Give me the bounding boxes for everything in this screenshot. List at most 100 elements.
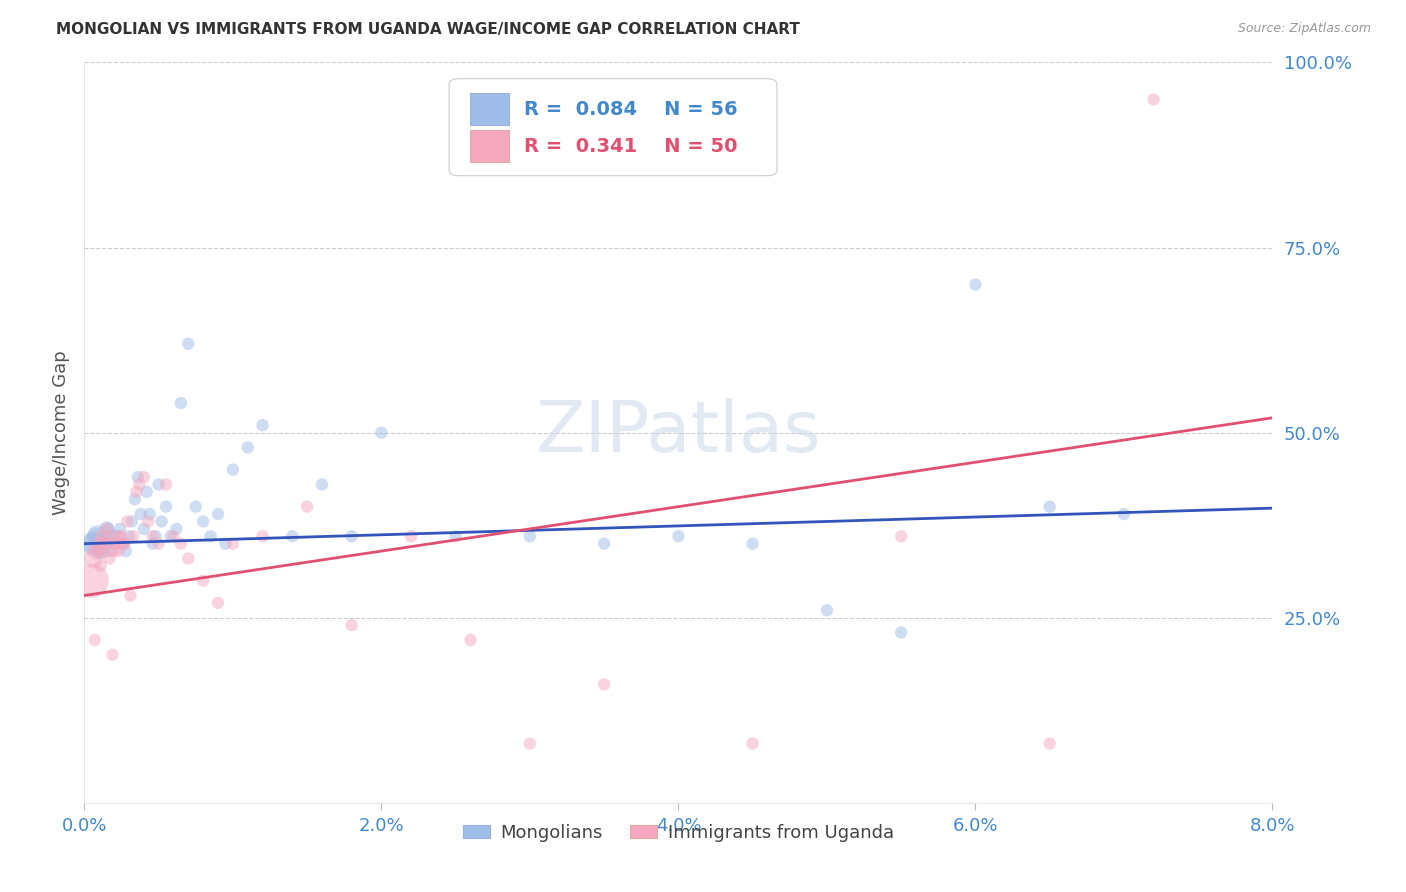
Point [82, 551, 104, 566]
Point [1143, 92, 1166, 106]
Point [107, 544, 129, 558]
Point [117, 515, 139, 529]
Point [214, 536, 236, 550]
Point [136, 515, 159, 529]
Text: R =  0.084    N = 56: R = 0.084 N = 56 [524, 100, 738, 119]
Text: ZIPatlas: ZIPatlas [536, 398, 821, 467]
Point [444, 529, 467, 543]
Point [87, 544, 110, 558]
Point [155, 477, 177, 491]
Point [100, 544, 122, 558]
Point [103, 544, 125, 558]
Point [90, 558, 112, 573]
Legend: Mongolians, Immigrants from Uganda: Mongolians, Immigrants from Uganda [456, 817, 901, 849]
Point [94, 529, 117, 543]
Point [91, 536, 114, 550]
FancyBboxPatch shape [449, 78, 778, 176]
Point [1112, 507, 1135, 521]
Point [93, 536, 115, 550]
Point [103, 536, 125, 550]
Point [80, 536, 103, 550]
Point [124, 492, 146, 507]
Point [97, 522, 120, 536]
Point [191, 515, 215, 529]
Point [159, 529, 181, 543]
Point [1039, 500, 1062, 514]
Point [110, 529, 132, 543]
Point [96, 522, 118, 536]
Point [129, 507, 152, 521]
Point [145, 529, 167, 543]
Point [120, 589, 142, 603]
Point [82, 536, 104, 550]
Point [170, 396, 193, 410]
Point [84, 529, 107, 543]
Point [111, 536, 134, 550]
Point [236, 441, 259, 455]
Point [115, 544, 138, 558]
Text: R =  0.341    N = 50: R = 0.341 N = 50 [524, 136, 737, 155]
Point [162, 529, 184, 543]
Point [118, 529, 141, 543]
Point [105, 536, 128, 550]
Point [311, 477, 333, 491]
Point [84, 544, 107, 558]
Point [87, 529, 110, 543]
Point [295, 500, 318, 514]
Point [890, 625, 912, 640]
Point [127, 470, 149, 484]
Point [125, 484, 148, 499]
Point [519, 737, 541, 751]
Point [340, 529, 363, 543]
Point [965, 277, 987, 292]
Point [128, 477, 150, 491]
Point [370, 425, 392, 440]
Point [105, 529, 128, 543]
Point [138, 507, 160, 521]
Point [108, 522, 131, 536]
Point [222, 536, 245, 550]
Point [97, 536, 120, 550]
Point [1039, 737, 1062, 751]
Point [399, 529, 422, 543]
Point [668, 529, 690, 543]
Point [165, 522, 187, 536]
Point [148, 536, 170, 550]
Point [101, 529, 124, 543]
Point [91, 529, 114, 543]
Point [89, 544, 111, 558]
Point [114, 536, 136, 550]
Point [191, 574, 215, 588]
Point [252, 418, 274, 433]
Point [80, 574, 103, 588]
Point [155, 500, 177, 514]
Point [132, 522, 155, 536]
Point [94, 544, 117, 558]
FancyBboxPatch shape [471, 93, 509, 126]
Point [252, 529, 274, 543]
Point [741, 536, 763, 550]
Point [200, 529, 222, 543]
Text: MONGOLIAN VS IMMIGRANTS FROM UGANDA WAGE/INCOME GAP CORRELATION CHART: MONGOLIAN VS IMMIGRANTS FROM UGANDA WAGE… [56, 22, 800, 37]
Point [122, 529, 145, 543]
Point [90, 544, 112, 558]
Point [890, 529, 912, 543]
Point [460, 632, 482, 647]
Point [121, 515, 143, 529]
Point [207, 507, 229, 521]
Point [98, 551, 121, 566]
Point [815, 603, 838, 617]
Point [222, 462, 245, 476]
Text: Source: ZipAtlas.com: Source: ZipAtlas.com [1237, 22, 1371, 36]
Point [135, 484, 157, 499]
Point [170, 536, 193, 550]
Point [104, 536, 127, 550]
Point [184, 500, 207, 514]
Point [177, 551, 200, 566]
Y-axis label: Wage/Income Gap: Wage/Income Gap [52, 351, 70, 515]
Point [593, 536, 616, 550]
Point [108, 529, 131, 543]
Point [148, 477, 170, 491]
Point [111, 536, 134, 550]
Point [96, 522, 118, 536]
